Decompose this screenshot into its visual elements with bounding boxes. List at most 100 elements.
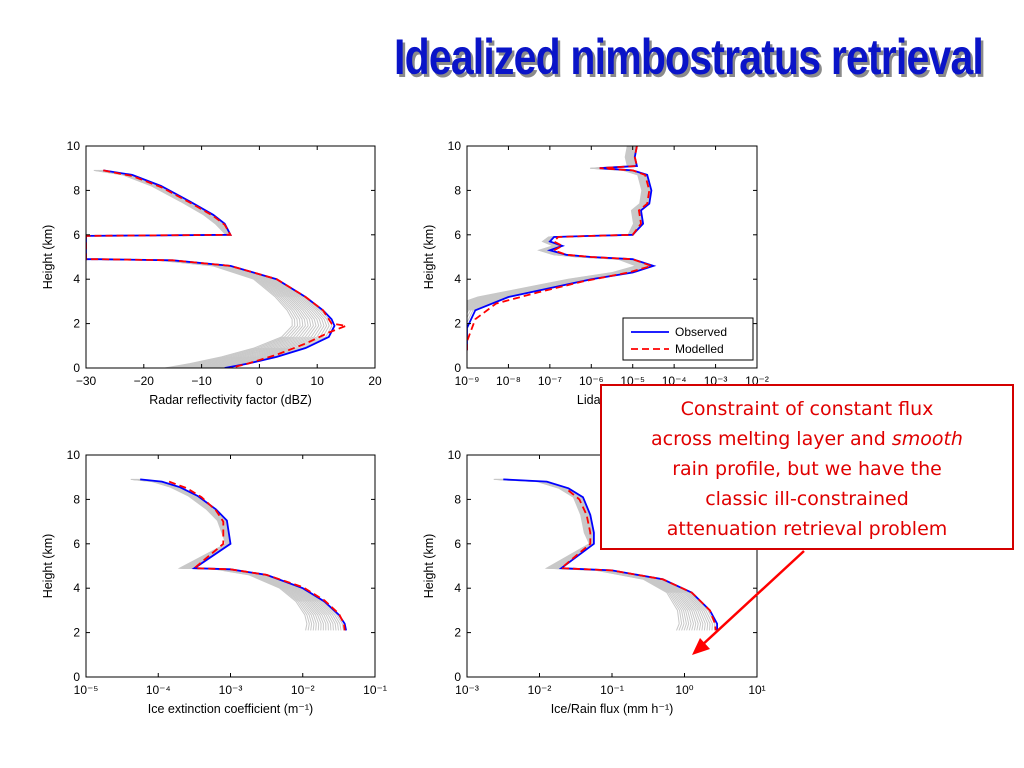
observed-series-line bbox=[467, 146, 657, 351]
ensemble-line bbox=[86, 169, 306, 368]
y-tick-label: 6 bbox=[454, 537, 461, 551]
y-tick-label: 10 bbox=[448, 448, 462, 462]
callout-arrow-shaft bbox=[699, 550, 805, 648]
y-tick-label: 0 bbox=[454, 670, 461, 684]
panel-2: 10⁻⁹ 10⁻⁸ 10⁻⁷ 10⁻⁶ 10⁻⁵ 10⁻⁴ 10⁻³ 10⁻²0246810L… bbox=[422, 139, 769, 407]
x-tick-label: 10⁻¹ bbox=[600, 683, 624, 697]
ensemble-line bbox=[86, 169, 293, 368]
legend-box bbox=[622, 317, 754, 361]
legend: Observed Modelled bbox=[622, 317, 754, 361]
y-tick-label: 6 bbox=[454, 228, 461, 242]
y-tick-label: 6 bbox=[73, 537, 80, 551]
panel-3-axes-frame bbox=[85, 454, 376, 678]
x-tick-label: 10⁻⁵ bbox=[74, 683, 99, 697]
ensemble-line bbox=[134, 478, 322, 631]
y-tick-label: 2 bbox=[454, 317, 461, 331]
x-tick-label: −20 bbox=[134, 374, 155, 388]
x-tick-label: 10⁻⁴ bbox=[146, 683, 171, 697]
x-tick-label: 10⁻⁶ bbox=[579, 374, 604, 388]
x-tick-label: 10⁻⁸ bbox=[496, 374, 521, 388]
y-tick-label: 4 bbox=[73, 272, 80, 286]
callout-arrow bbox=[692, 550, 805, 655]
y-tick-label: 2 bbox=[73, 626, 80, 640]
y-tick-label: 10 bbox=[67, 448, 81, 462]
modelled-series-line bbox=[168, 480, 346, 631]
y-axis-label: Height (km) bbox=[422, 534, 436, 599]
ensemble-line bbox=[139, 478, 345, 631]
y-axis-label: Height (km) bbox=[41, 534, 55, 599]
y-tick-label: 0 bbox=[73, 670, 80, 684]
legend-modelled-label: Modelled bbox=[675, 342, 724, 356]
y-tick-label: 8 bbox=[454, 492, 461, 506]
ensemble-line bbox=[86, 169, 309, 368]
x-tick-label: 20 bbox=[368, 374, 382, 388]
x-tick-label: −10 bbox=[191, 374, 212, 388]
x-tick-label: 10⁻² bbox=[291, 683, 315, 697]
callout-line-2-a: across melting layer and bbox=[651, 428, 892, 450]
ensemble-line bbox=[467, 146, 646, 306]
ensemble-line bbox=[134, 478, 324, 631]
x-tick-label: 10¹ bbox=[748, 683, 765, 697]
ensemble-line bbox=[132, 478, 315, 631]
x-axis-label: Ice/Rain flux (mm h⁻¹) bbox=[551, 702, 674, 716]
callout-line-2-emphasis: smooth bbox=[891, 428, 963, 450]
y-tick-label: 6 bbox=[73, 228, 80, 242]
callout-line-1: Constraint of constant flux bbox=[680, 398, 934, 420]
y-axis-label: Height (km) bbox=[41, 225, 55, 290]
ensemble-line bbox=[467, 146, 643, 302]
ensemble-line bbox=[130, 478, 308, 631]
callout-arrow-head bbox=[692, 638, 710, 655]
ensemble-line bbox=[467, 146, 643, 302]
ensemble-line bbox=[132, 478, 317, 631]
callout-line-2: across melting layer and smooth bbox=[602, 424, 1012, 454]
modelled-series-line bbox=[86, 169, 350, 368]
x-axis-label: Ice extinction coefficient (m⁻¹) bbox=[148, 702, 313, 716]
callout-line-5: attenuation retrieval problem bbox=[666, 518, 948, 540]
y-tick-label: 2 bbox=[73, 317, 80, 331]
annotation-callout: Constraint of constant flux across melti… bbox=[600, 384, 1014, 550]
x-tick-label: 10⁰ bbox=[675, 683, 693, 697]
x-tick-label: −30 bbox=[76, 374, 97, 388]
y-tick-label: 0 bbox=[454, 361, 461, 375]
x-tick-label: 10⁻⁹ bbox=[455, 374, 480, 388]
ensemble-line bbox=[467, 146, 646, 305]
panel-1-ensemble bbox=[86, 169, 333, 368]
x-tick-label: 10⁻⁷ bbox=[538, 374, 562, 388]
ensemble-line bbox=[135, 478, 327, 631]
callout-line-4: classic ill-constrained bbox=[705, 488, 909, 510]
y-tick-label: 4 bbox=[454, 581, 461, 595]
x-tick-label: 10 bbox=[311, 374, 325, 388]
panel-1-axes-frame bbox=[85, 145, 376, 369]
legend-observed-label: Observed bbox=[675, 325, 727, 339]
y-tick-label: 2 bbox=[454, 626, 461, 640]
x-tick-label: 10⁻³ bbox=[455, 683, 479, 697]
y-tick-label: 4 bbox=[454, 272, 461, 286]
ensemble-line bbox=[133, 478, 320, 631]
ensemble-line bbox=[138, 478, 339, 631]
panel-4: 10⁻³ 10⁻² 10⁻¹ 10⁰ 10¹ 0 2 4 6 8 10 Ice/Rain flux (… bbox=[422, 448, 766, 716]
slide-title: Idealized nimbostratus retrieval bbox=[394, 29, 984, 85]
x-tick-label: 10⁻¹ bbox=[363, 683, 387, 697]
x-tick-label: 10⁻³ bbox=[219, 683, 243, 697]
ensemble-line bbox=[493, 478, 680, 631]
y-tick-label: 10 bbox=[448, 139, 462, 153]
ensemble-line bbox=[131, 478, 310, 631]
ensemble-line bbox=[138, 478, 342, 631]
y-tick-label: 8 bbox=[73, 492, 80, 506]
panel-3: 10⁻⁵ 10⁻⁴ 10⁻³ 10⁻² 10⁻¹ 0 2 4 6 8 10 Ice extinctio… bbox=[41, 448, 387, 716]
y-tick-label: 0 bbox=[73, 361, 80, 375]
y-tick-label: 4 bbox=[73, 581, 80, 595]
modelled-series-line bbox=[558, 489, 717, 631]
panel-3-ensemble bbox=[130, 478, 345, 631]
panel-2-axes-frame bbox=[466, 145, 758, 369]
y-tick-label: 10 bbox=[67, 139, 81, 153]
panel-2-ensemble bbox=[467, 146, 654, 324]
y-axis-label: Height (km) bbox=[422, 225, 436, 290]
x-tick-label: 0 bbox=[256, 374, 263, 388]
y-tick-label: 8 bbox=[73, 183, 80, 197]
y-tick-label: 8 bbox=[454, 183, 461, 197]
ensemble-line bbox=[86, 169, 312, 368]
x-axis-label: Radar reflectivity factor (dBZ) bbox=[149, 393, 312, 407]
callout-line-3: rain profile, but we have the bbox=[672, 458, 942, 480]
